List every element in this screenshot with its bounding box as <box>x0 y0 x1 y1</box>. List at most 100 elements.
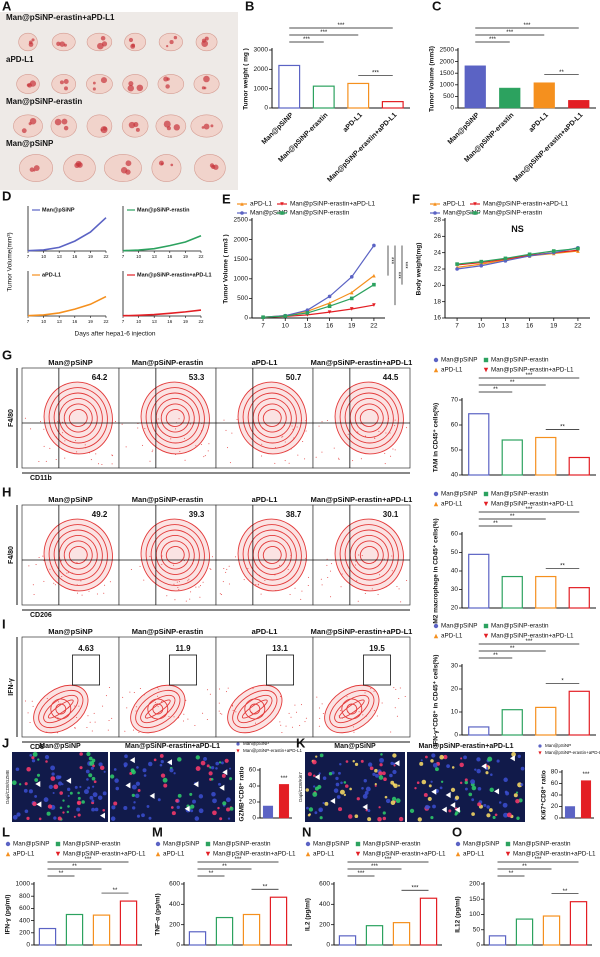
event-dot <box>305 717 307 719</box>
event-dot <box>198 586 200 588</box>
event-dot <box>384 463 386 465</box>
bar <box>569 901 588 946</box>
event-dot <box>385 586 387 588</box>
y-tick-label: 800 <box>19 893 30 900</box>
contour <box>147 698 169 720</box>
y-tick-label: 20 <box>249 799 257 806</box>
cell <box>51 772 55 776</box>
legend-marker <box>483 491 489 497</box>
cell <box>79 785 82 789</box>
x-tick-label: Man@pSiNP-erastin+aPD-L1 <box>512 112 584 184</box>
cell <box>345 760 349 763</box>
bar <box>262 805 274 819</box>
event-dot <box>396 585 398 587</box>
event-dot <box>189 598 191 600</box>
cell <box>367 809 371 813</box>
cell <box>427 805 431 809</box>
y-tick-label: 0 <box>554 815 558 822</box>
event-dot <box>111 463 113 465</box>
contour <box>150 392 200 444</box>
event-dot <box>91 730 93 732</box>
cell <box>146 805 150 808</box>
event-dot <box>71 572 73 574</box>
event-dot <box>135 710 137 712</box>
legend-marker <box>505 851 511 857</box>
cell <box>86 751 91 757</box>
panel-letter: A <box>2 0 12 13</box>
legend-label: aPD-L1 <box>441 501 463 508</box>
event-dot <box>173 716 175 718</box>
tumor-spot <box>203 75 210 83</box>
event-dot <box>384 452 386 454</box>
cell <box>425 755 428 759</box>
significance: ** <box>560 425 565 431</box>
event-dot <box>62 421 64 423</box>
event-dot <box>40 421 42 423</box>
event-dot <box>390 455 392 457</box>
tumor-spot <box>201 38 207 43</box>
cell <box>333 788 339 793</box>
event-dot <box>69 440 71 442</box>
event-dot <box>152 449 154 451</box>
contour <box>237 694 273 724</box>
micrograph-title: Man@pSiNP <box>39 743 81 750</box>
event-dot <box>125 446 127 448</box>
significance: ** <box>510 514 515 520</box>
event-dot <box>222 581 224 583</box>
contour <box>324 684 380 734</box>
event-dot <box>76 451 78 453</box>
legend-label: Man@pSiNP-erastin+aPD-L1 <box>243 748 302 753</box>
event-dot <box>178 589 180 591</box>
significance: ** <box>113 888 118 894</box>
bar <box>542 915 561 946</box>
tumor <box>157 74 185 94</box>
event-dot <box>389 439 391 441</box>
point <box>349 275 354 279</box>
event-dot <box>381 702 383 704</box>
tumor-spot <box>203 86 207 90</box>
event-dot <box>199 596 201 598</box>
tumor-spot <box>63 125 69 131</box>
cell <box>148 816 152 820</box>
event-dot <box>74 727 76 729</box>
cell <box>162 777 168 783</box>
cell <box>395 798 401 804</box>
event-dot <box>228 565 230 567</box>
event-dot <box>74 726 76 728</box>
cell <box>142 768 147 773</box>
y-tick-label: 40 <box>249 783 257 790</box>
legend-marker <box>305 851 311 857</box>
cell <box>86 778 89 781</box>
event-dot <box>279 721 281 723</box>
flow-title: Man@pSiNP <box>48 495 92 504</box>
y-tick-label: 30 <box>451 663 459 670</box>
event-dot <box>378 574 380 576</box>
event-dot <box>294 587 296 589</box>
y-axis-label: Tumor Volume(mm³) <box>7 232 14 291</box>
cell <box>57 816 62 821</box>
cell <box>434 767 439 772</box>
event-dot <box>80 580 82 582</box>
event-dot <box>33 593 35 595</box>
cell <box>339 789 345 795</box>
event-dot <box>291 726 293 728</box>
legend-marker <box>236 742 240 746</box>
cell <box>416 781 420 785</box>
y-tick-label: 2000 <box>440 58 455 65</box>
event-dot <box>261 455 263 457</box>
cell <box>113 768 117 771</box>
event-dot <box>195 445 197 447</box>
event-dot <box>339 710 341 712</box>
legend-marker <box>433 202 437 206</box>
y-tick-label: 60 <box>551 780 559 787</box>
tumor-spot <box>54 118 62 126</box>
event-dot <box>55 458 57 460</box>
contour <box>247 529 297 581</box>
event-dot <box>398 697 400 699</box>
tumor-spot <box>136 84 144 92</box>
significance: NS <box>511 224 524 234</box>
point <box>372 282 376 287</box>
gate-percent: 38.7 <box>286 510 302 519</box>
significance: ** <box>263 884 268 890</box>
cell <box>419 761 424 766</box>
